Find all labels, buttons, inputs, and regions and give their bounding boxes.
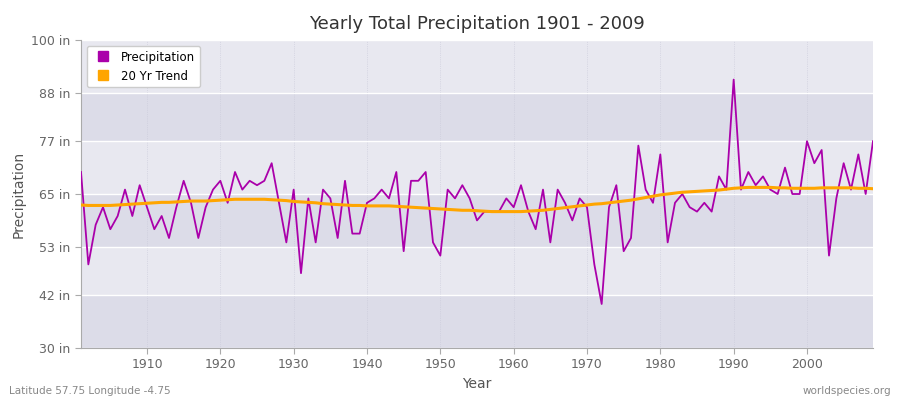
Bar (81, 295, 873, 348)
Text: Latitude 57.75 Longitude -4.75: Latitude 57.75 Longitude -4.75 (9, 386, 171, 396)
Legend: Precipitation, 20 Yr Trend: Precipitation, 20 Yr Trend (87, 46, 200, 87)
X-axis label: Year: Year (463, 377, 491, 391)
Bar (81, 93, 873, 141)
Text: worldspecies.org: worldspecies.org (803, 386, 891, 396)
Bar (81, 40, 873, 93)
Title: Yearly Total Precipitation 1901 - 2009: Yearly Total Precipitation 1901 - 2009 (309, 15, 645, 33)
Bar (81, 194, 873, 247)
Bar (81, 247, 873, 295)
Y-axis label: Precipitation: Precipitation (12, 150, 26, 238)
Bar (81, 141, 873, 194)
